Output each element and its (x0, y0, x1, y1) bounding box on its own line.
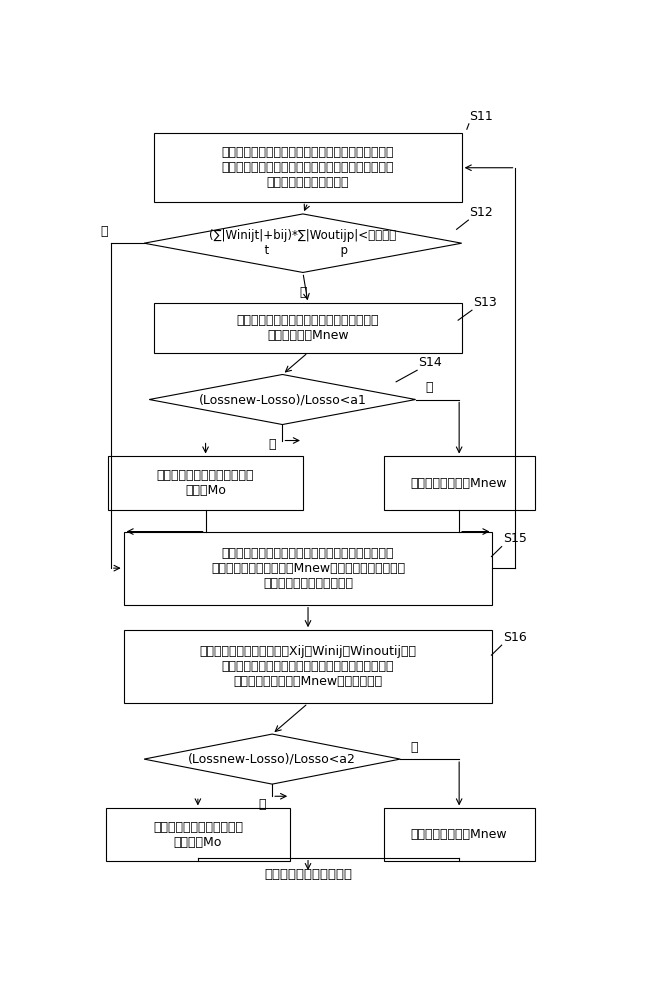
Polygon shape (149, 374, 416, 425)
FancyBboxPatch shape (383, 456, 535, 510)
FancyBboxPatch shape (383, 808, 535, 861)
Text: 将当前层的神经元进行增操作处理，并将增操作处理
后的神经网络模型标记为Mnew，在当前层增添一个神
经元，并随机进行初始化；: 将当前层的神经元进行增操作处理，并将增操作处理 后的神经网络模型标记为Mnew，… (211, 547, 405, 590)
FancyBboxPatch shape (124, 630, 492, 703)
Text: 否: 否 (258, 798, 266, 811)
Text: (Lossnew-Losso)/Losso<a2: (Lossnew-Losso)/Losso<a2 (188, 753, 356, 766)
Text: 将当前层的神经元进行减操作处理，并获得
神经网络模型Mnew: 将当前层的神经元进行减操作处理，并获得 神经网络模型Mnew (237, 314, 379, 342)
FancyBboxPatch shape (108, 456, 303, 510)
FancyBboxPatch shape (155, 133, 461, 202)
Text: 根据需求设计神经网络结构，并使用数据对神经网络
模型进行训练，使神经网络模型收敛或者神经网络的
迭代次数超过一定的阈值: 根据需求设计神经网络结构，并使用数据对神经网络 模型进行训练，使神经网络模型收敛… (222, 146, 394, 189)
Text: 是: 是 (410, 741, 418, 754)
Text: 否: 否 (100, 225, 108, 238)
Text: S16: S16 (502, 631, 526, 644)
Text: S11: S11 (469, 110, 493, 123)
Polygon shape (144, 734, 401, 784)
Text: (∑|Winijt|+bij)*∑|Woutijp|<设定阈値
  t                   p: (∑|Winijt|+bij)*∑|Woutijp|<设定阈値 t p (210, 229, 397, 257)
FancyBboxPatch shape (155, 303, 461, 353)
Text: 否: 否 (268, 438, 276, 451)
FancyBboxPatch shape (124, 532, 492, 605)
Text: S14: S14 (418, 356, 442, 369)
Polygon shape (144, 214, 461, 272)
Text: 是: 是 (299, 286, 307, 299)
Text: 进入下一层增减操作处理: 进入下一层增减操作处理 (264, 868, 352, 881)
Text: 接受神经网络模型Mnew: 接受神经网络模型Mnew (411, 477, 508, 490)
Text: (Lossnew-Losso)/Losso<a1: (Lossnew-Losso)/Losso<a1 (198, 393, 366, 406)
Text: 使用数据仅对新增的神经元Xij的Winij和Winoutij进行
迭代更新，一定迭代次数或收敛后，再将该增操作处
理后的神经网络模型Mnew进行迭代训练: 使用数据仅对新增的神经元Xij的Winij和Winoutij进行 迭代更新，一定… (200, 645, 416, 688)
Text: 是: 是 (426, 381, 434, 394)
Text: 接受神经网络模型Mnew: 接受神经网络模型Mnew (411, 828, 508, 841)
Text: 将神经网络模型还原为神经网
络模型Mo: 将神经网络模型还原为神经网 络模型Mo (157, 469, 254, 497)
FancyBboxPatch shape (106, 808, 290, 861)
Text: S15: S15 (502, 532, 527, 545)
Text: S13: S13 (473, 296, 496, 309)
Text: 将神经网络模型还原为神经
网络模型Mo: 将神经网络模型还原为神经 网络模型Mo (153, 821, 243, 849)
Text: S12: S12 (469, 206, 493, 219)
